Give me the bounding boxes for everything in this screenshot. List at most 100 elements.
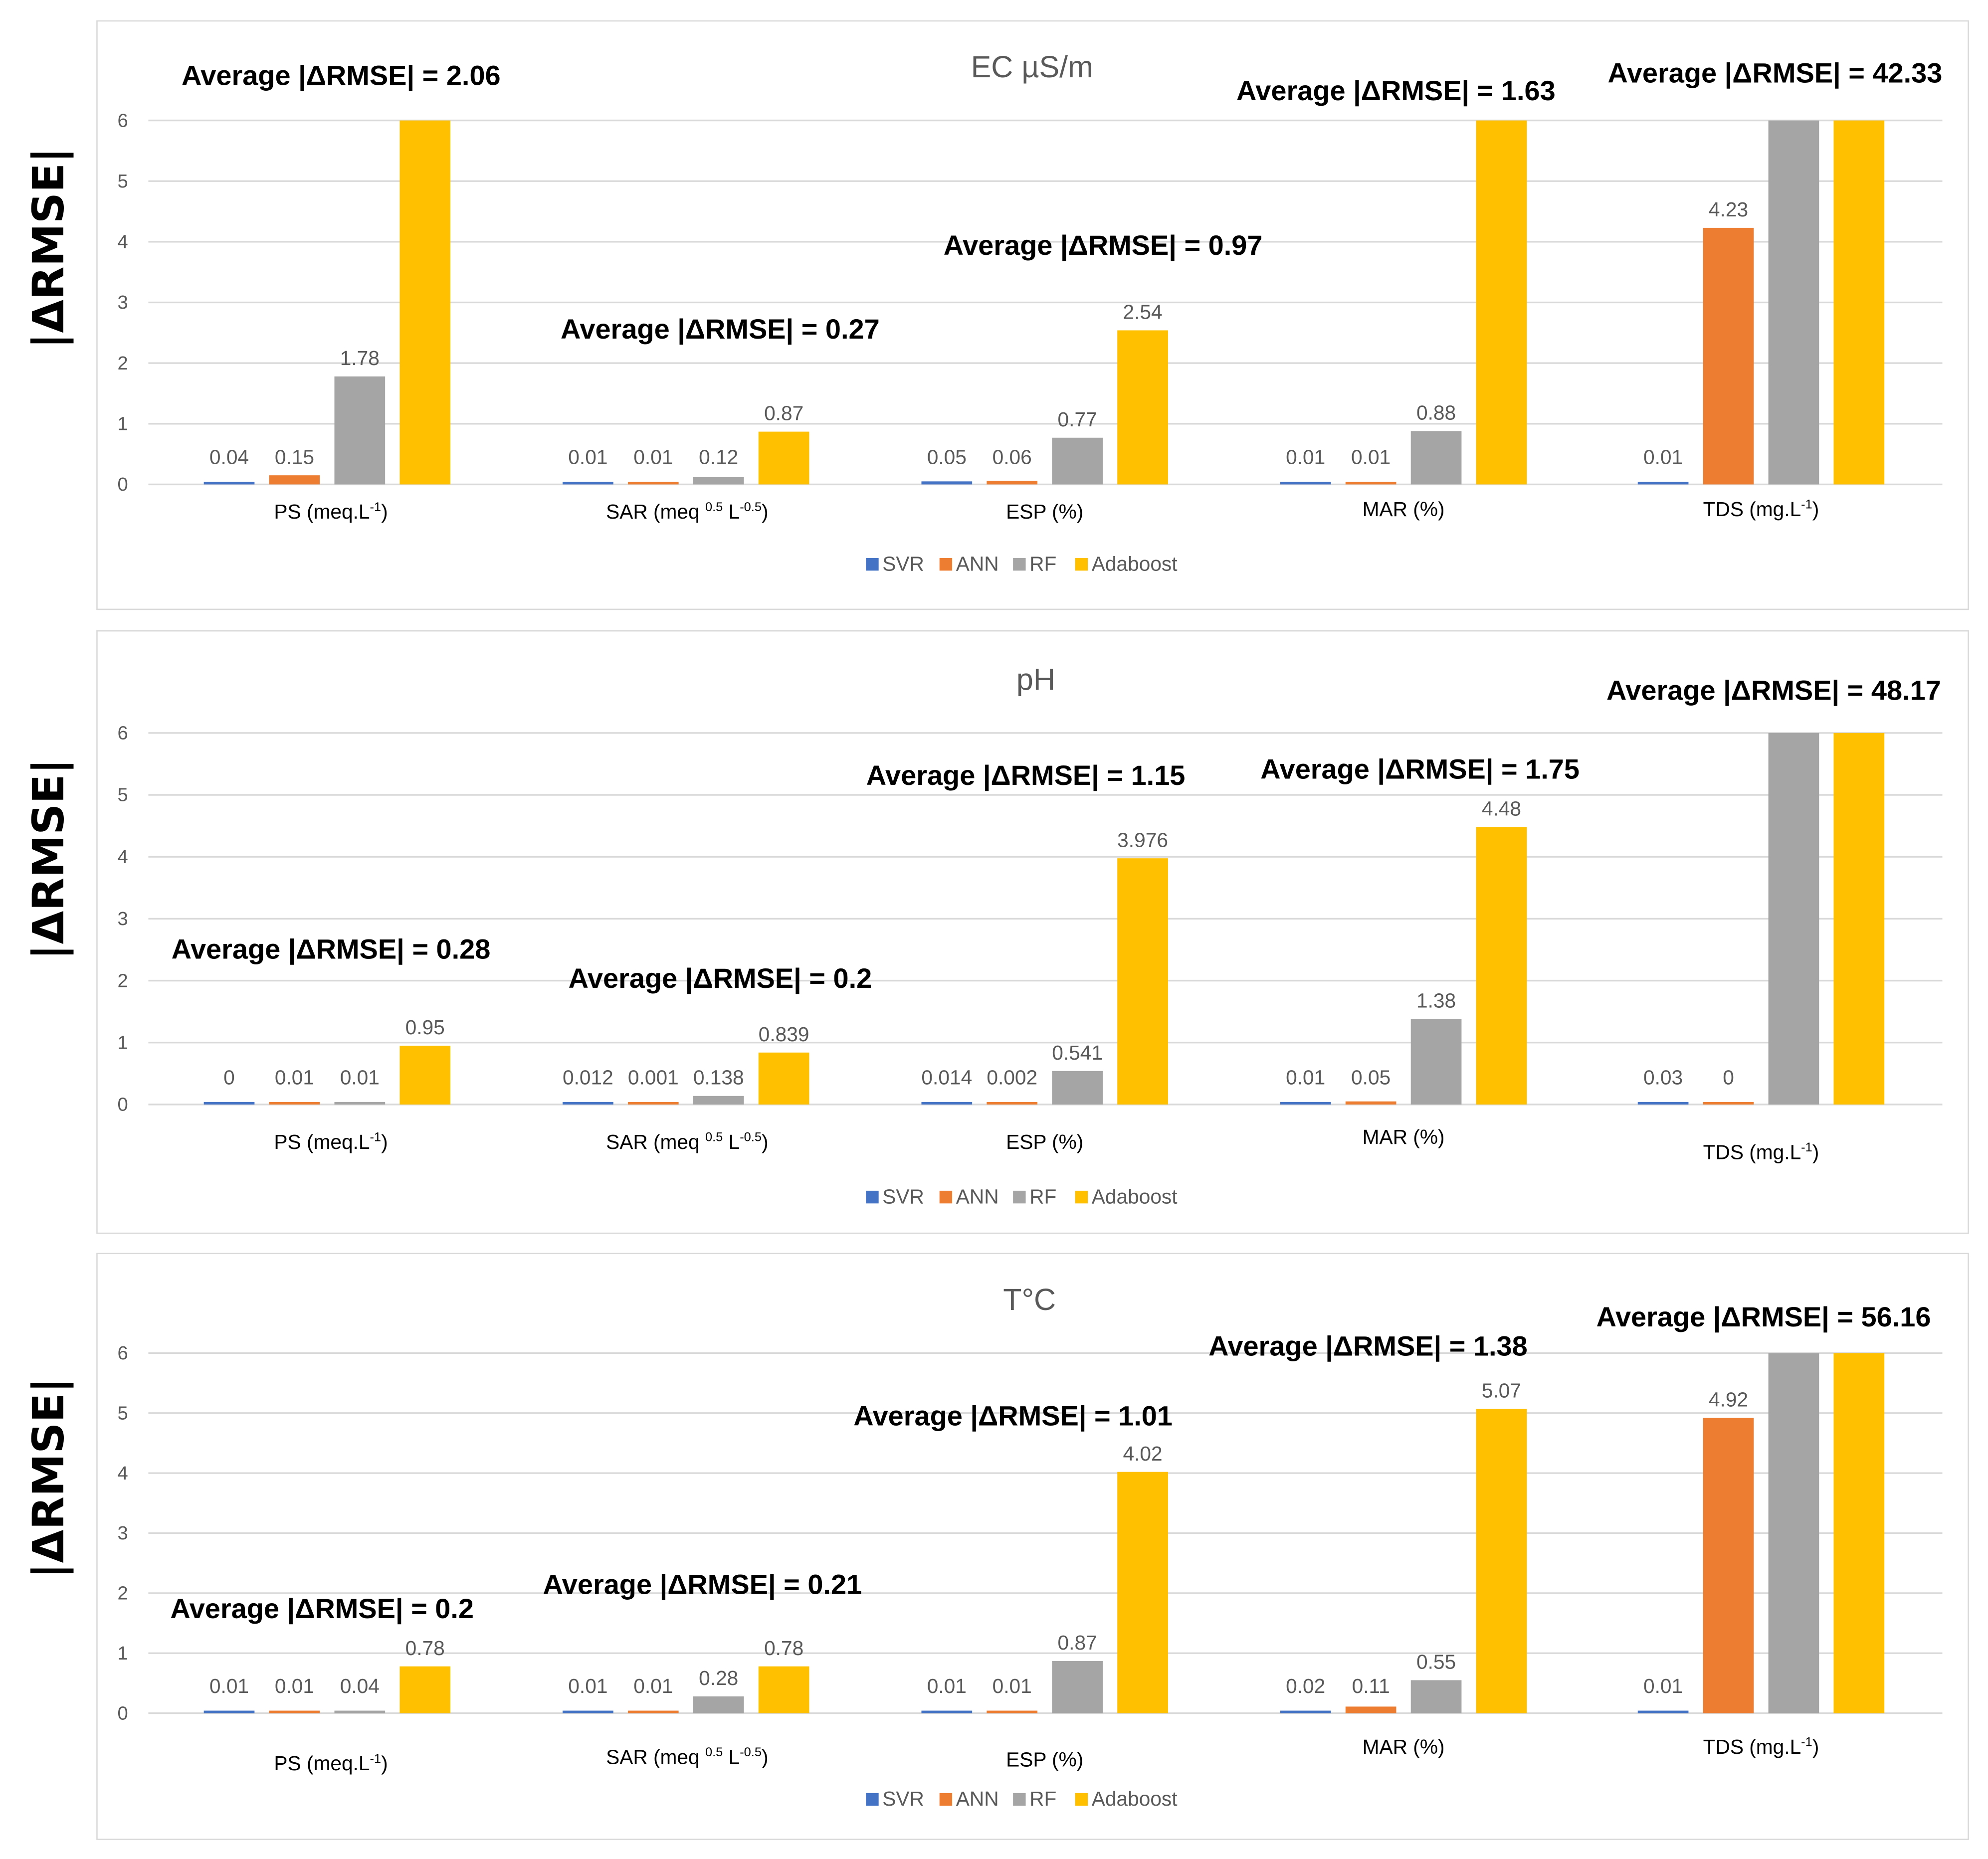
bar-ann [987, 1710, 1038, 1713]
superscript: -1 [370, 500, 381, 514]
data-label: 0.88 [1416, 401, 1456, 424]
bar-ann [1703, 1418, 1754, 1713]
bar-adaboost [1476, 827, 1527, 1105]
bar-adaboost [758, 1052, 809, 1105]
y-tick-label: 5 [118, 1402, 128, 1424]
bar-svr [563, 1710, 613, 1713]
x-category-label: TDS (mg.L-1) [1703, 1735, 1819, 1758]
data-label: 0.01 [633, 446, 673, 469]
data-label: 4.23 [1709, 198, 1748, 221]
x-category-label: PS (meq.L-1) [274, 1752, 388, 1775]
y-tick-label: 5 [118, 171, 128, 192]
y-tick-label: 2 [118, 353, 128, 374]
chart-title: EC µS/m [971, 50, 1093, 84]
legend-swatch-rf [1013, 558, 1026, 571]
x-category-label: SAR (meq 0.5 L-0.5) [606, 500, 768, 523]
bar-adaboost [1476, 1409, 1527, 1713]
bar-rf [1410, 1019, 1462, 1105]
data-label: 0.12 [699, 446, 738, 469]
bar-adaboost [758, 1666, 809, 1713]
average-annotation: Average |ΔRMSE| = 1.63 [1236, 75, 1556, 107]
data-label: 0.541 [1052, 1041, 1103, 1064]
chart-title: pH [1016, 662, 1055, 696]
bar-adaboost [1117, 330, 1168, 485]
label-text: TDS (mg.L [1703, 1735, 1801, 1758]
bar-rf [1768, 733, 1819, 1105]
bar-ann [627, 1710, 679, 1713]
data-label: 0.01 [1643, 446, 1683, 469]
bar-ann [627, 1102, 679, 1105]
x-category-label: ESP (%) [1006, 1130, 1083, 1153]
data-label: 0.01 [275, 1066, 314, 1089]
data-label: 0.01 [1643, 1674, 1683, 1697]
superscript: 0.5 [705, 500, 723, 514]
superscript: -1 [1801, 498, 1812, 512]
bar-ann [987, 1102, 1038, 1105]
legend-label-ann: ANN [956, 1185, 999, 1208]
label-text: PS (meq.L [274, 1130, 370, 1153]
label-text: MAR (%) [1363, 498, 1445, 521]
data-label: 0.04 [209, 446, 249, 469]
y-axis-label-ph: |ΔRMSE| [24, 758, 75, 960]
label-text: ) [1812, 1735, 1819, 1758]
y-tick-label: 4 [118, 231, 128, 253]
bar-svr [1637, 1710, 1689, 1713]
data-label: 0.28 [699, 1667, 738, 1689]
x-category-label: TDS (mg.L-1) [1703, 498, 1819, 521]
data-label: 0.839 [759, 1023, 809, 1046]
data-label: 0.01 [275, 1674, 314, 1697]
average-annotation: Average |ΔRMSE| = 0.2 [170, 1593, 474, 1625]
data-label: 0.06 [993, 446, 1032, 469]
bar-svr [203, 1102, 255, 1105]
average-annotation: Average |ΔRMSE| = 0.97 [944, 229, 1263, 261]
bar-svr [1637, 1102, 1689, 1105]
y-tick-label: 0 [118, 1702, 128, 1724]
bar-adaboost [399, 1666, 451, 1713]
data-label: 0 [1723, 1066, 1734, 1089]
bar-adaboost [1833, 120, 1885, 485]
legend-label-ann: ANN [956, 1787, 999, 1810]
average-annotation: Average |ΔRMSE| = 0.2 [569, 962, 872, 994]
label-text: ) [381, 1752, 388, 1775]
bar-svr [1280, 1102, 1331, 1105]
y-tick-label: 3 [118, 1522, 128, 1544]
bar-ann [1703, 227, 1754, 485]
y-axis-label-temp: |ΔRMSE| [24, 1377, 75, 1579]
bar-rf [1052, 1071, 1103, 1105]
x-category-label: MAR (%) [1363, 498, 1445, 521]
label-text: ) [1812, 498, 1819, 521]
bar-ann [269, 1102, 320, 1105]
chart-title: T°C [1003, 1283, 1056, 1316]
data-label: 0.95 [405, 1016, 445, 1039]
y-tick-label: 2 [118, 1583, 128, 1604]
data-label: 0.002 [987, 1066, 1037, 1089]
bar-svr [1637, 482, 1689, 485]
legend-label-adaboost: Adaboost [1092, 552, 1178, 575]
y-tick-label: 0 [118, 474, 128, 495]
data-label: 4.48 [1482, 797, 1521, 820]
bar-svr [921, 1102, 973, 1105]
superscript: -1 [1801, 1735, 1812, 1749]
bar-ann [269, 1710, 320, 1713]
label-text: PS (meq.L [274, 500, 370, 523]
average-annotation: Average |ΔRMSE| = 0.28 [172, 933, 491, 965]
bar-ann [1703, 1102, 1754, 1105]
data-label: 0.15 [275, 445, 314, 468]
legend-label-svr: SVR [882, 1185, 924, 1208]
label-text: MAR (%) [1363, 1125, 1445, 1148]
chart-panel-ph: 0 1 2 3 4 5 6 pH 0 0.012 0.014 0.01 0.03 0.01 0.001 0.0… [96, 630, 1969, 1234]
x-category-label: SAR (meq 0.5 L-0.5) [606, 1745, 768, 1768]
data-label: 0.05 [1351, 1066, 1391, 1089]
bar-adaboost [1833, 1353, 1885, 1713]
bar-adaboost [1117, 858, 1168, 1105]
bar-rf [693, 477, 744, 485]
data-label: 0.001 [628, 1066, 679, 1089]
x-category-label: SAR (meq 0.5 L-0.5) [606, 1130, 768, 1153]
legend-swatch-adaboost [1075, 558, 1088, 571]
label-text: MAR (%) [1363, 1735, 1445, 1758]
chart-ec: 0 1 2 3 4 5 6 EC µS/m 0.04 0.01 0.05 0.01 0.01 0.15 0.… [118, 50, 1943, 575]
bar-adaboost [1476, 120, 1527, 485]
bar-adaboost [399, 120, 451, 485]
y-tick-label: 4 [118, 1463, 128, 1484]
bar-svr [1280, 1710, 1331, 1713]
